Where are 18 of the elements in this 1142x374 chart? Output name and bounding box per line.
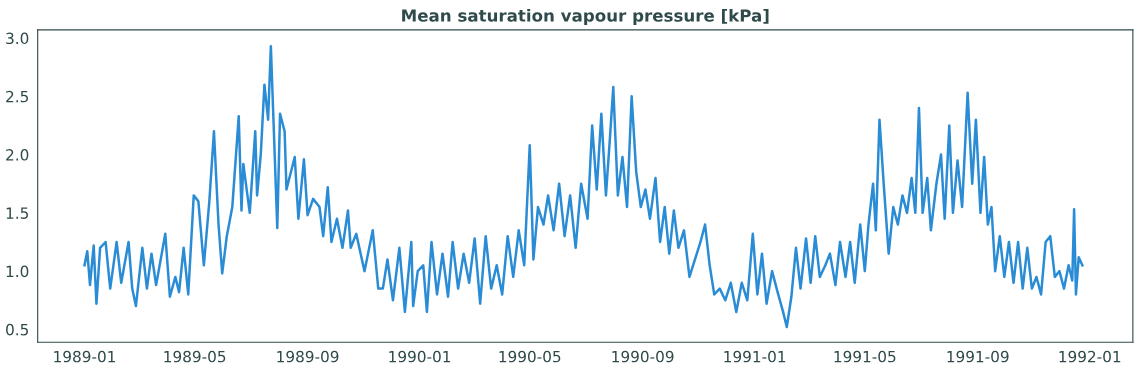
x-tick-label: 1991-01 — [724, 350, 786, 363]
x-tick-label: 1992-01 — [1059, 350, 1121, 363]
y-tick-label: 2.0 — [6, 149, 29, 161]
y-tick-label: 2.5 — [6, 90, 29, 103]
chart-title: Mean saturation vapour pressure [kPa] — [402, 8, 769, 26]
x-tick-label: 1990-01 — [389, 350, 451, 363]
x-tick-label: 1991-05 — [834, 350, 896, 363]
y-tick-label: 0.5 — [6, 323, 29, 336]
x-tick-label: 1989-09 — [277, 350, 339, 363]
x-tick-label: 1990-09 — [612, 350, 674, 363]
x-tick-label: 1990-05 — [499, 350, 561, 363]
y-tick-label: 3.0 — [6, 32, 29, 45]
y-tick-label: 1.5 — [6, 207, 29, 219]
y-tick-label: 1.0 — [6, 265, 29, 278]
x-tick-label: 1989-05 — [164, 350, 226, 363]
line-series — [83, 44, 1084, 329]
x-tick-label: 1991-09 — [947, 350, 1009, 363]
x-tick-label: 1989-01 — [54, 350, 116, 363]
